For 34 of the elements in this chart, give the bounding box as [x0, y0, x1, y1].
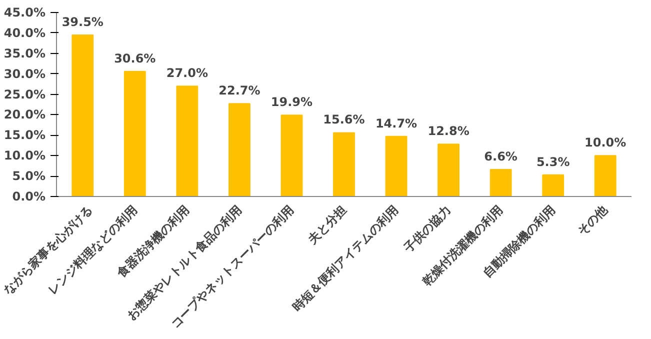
bar	[542, 174, 564, 196]
data-label: 10.0%	[584, 136, 626, 150]
x-tick-label: 夫と分担	[304, 202, 349, 248]
x-tick-label: その他	[574, 202, 612, 238]
y-tick-label: 25.0%	[4, 87, 46, 102]
data-label: 12.8%	[428, 124, 470, 138]
data-label: 15.6%	[323, 112, 365, 127]
bar	[176, 86, 198, 196]
bar	[333, 132, 355, 196]
bar	[124, 70, 146, 196]
y-tick-label: 5.0%	[12, 169, 46, 184]
data-label: 14.7%	[375, 116, 418, 130]
y-tick-label: 30.0%	[4, 66, 46, 81]
y-tick-label: 20.0%	[4, 108, 46, 122]
y-tick-label: 10.0%	[4, 148, 46, 163]
data-label: 6.6%	[484, 150, 518, 164]
bar	[438, 144, 460, 196]
data-label: 22.7%	[218, 84, 260, 98]
y-tick-label: 45.0%	[4, 6, 46, 20]
data-label: 19.9%	[270, 95, 313, 110]
y-tick-label: 40.0%	[4, 26, 46, 40]
bar	[280, 114, 303, 196]
data-label: 27.0%	[166, 66, 208, 80]
bar	[228, 103, 250, 196]
bar	[385, 136, 408, 196]
data-label: 30.6%	[114, 51, 156, 66]
data-label: 39.5%	[62, 14, 104, 29]
bar	[72, 34, 94, 196]
y-tick-label: 15.0%	[4, 128, 46, 142]
y-tick-label: 35.0%	[4, 46, 46, 60]
y-tick-label: 0.0%	[12, 190, 46, 204]
bar	[490, 169, 512, 196]
bar	[594, 155, 616, 196]
data-label: 5.3%	[536, 154, 570, 169]
